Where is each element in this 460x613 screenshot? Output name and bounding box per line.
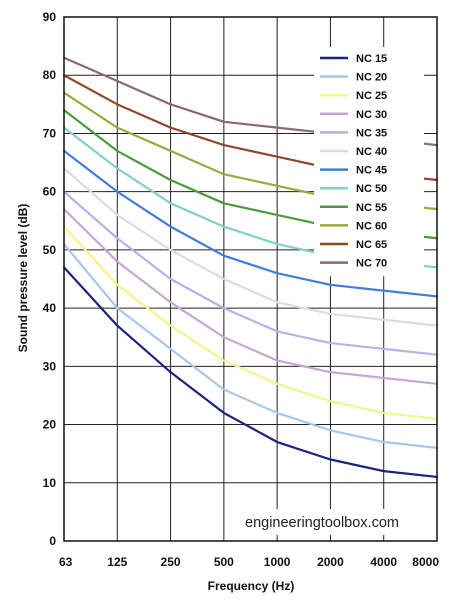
x-tick-label: 8000 — [412, 555, 439, 569]
legend-label: NC 35 — [356, 127, 387, 139]
x-tick-label: 63 — [59, 555, 73, 569]
y-tick-label: 70 — [43, 126, 57, 140]
x-tick-label: 1000 — [264, 555, 291, 569]
legend-box — [314, 47, 424, 277]
legend-label: NC 50 — [356, 183, 387, 195]
series-line-nc-30 — [62, 208, 439, 385]
x-tick-label: 2000 — [317, 555, 344, 569]
y-tick-label: 80 — [43, 68, 57, 82]
y-tick-label: 90 — [43, 10, 57, 24]
legend-label: NC 20 — [356, 72, 387, 84]
legend-label: NC 55 — [356, 202, 387, 214]
x-axis-ticks: 63 125 250 500 1000 2000 4000 8000 — [59, 555, 439, 569]
y-tick-label: 0 — [49, 534, 56, 548]
series-line-nc-15 — [62, 266, 439, 479]
y-tick-label: 10 — [43, 476, 57, 490]
series-line-nc-20 — [62, 242, 439, 449]
y-axis-label: Sound pressure level (dB) — [16, 204, 30, 353]
legend-label: NC 15 — [356, 53, 387, 65]
legend-label: NC 25 — [356, 90, 387, 102]
y-tick-label: 20 — [43, 418, 57, 432]
x-tick-label: 500 — [214, 555, 234, 569]
y-tick-label: 40 — [43, 301, 57, 315]
y-tick-label: 60 — [43, 185, 57, 199]
series-line-nc-40 — [62, 167, 439, 327]
y-axis-ticks: 0 10 20 30 40 50 60 70 80 90 — [43, 10, 57, 548]
watermark-background — [228, 509, 414, 535]
x-tick-label: 125 — [107, 555, 127, 569]
x-tick-label: 4000 — [370, 555, 397, 569]
x-tick-label: 250 — [161, 555, 181, 569]
legend-label: NC 70 — [356, 258, 387, 270]
legend-label: NC 30 — [356, 109, 387, 121]
legend-label: NC 65 — [356, 239, 387, 251]
series-line-nc-45 — [62, 149, 439, 298]
x-axis-label: Frequency (Hz) — [208, 579, 295, 593]
legend-label: NC 40 — [356, 146, 387, 158]
y-tick-label: 30 — [43, 359, 57, 373]
plot-area-frame — [63, 16, 438, 542]
legend-label: NC 45 — [356, 165, 387, 177]
legend-label: NC 60 — [356, 220, 387, 232]
watermark: engineeringtoolbox.com — [245, 515, 399, 531]
series-line-nc-25 — [62, 225, 439, 420]
legend: NC 15 NC 20 NC 25 NC 30 NC 35 NC 40 NC 45 NC 50… — [314, 47, 424, 277]
series-line-nc-35 — [62, 190, 439, 356]
y-tick-label: 50 — [43, 243, 57, 257]
